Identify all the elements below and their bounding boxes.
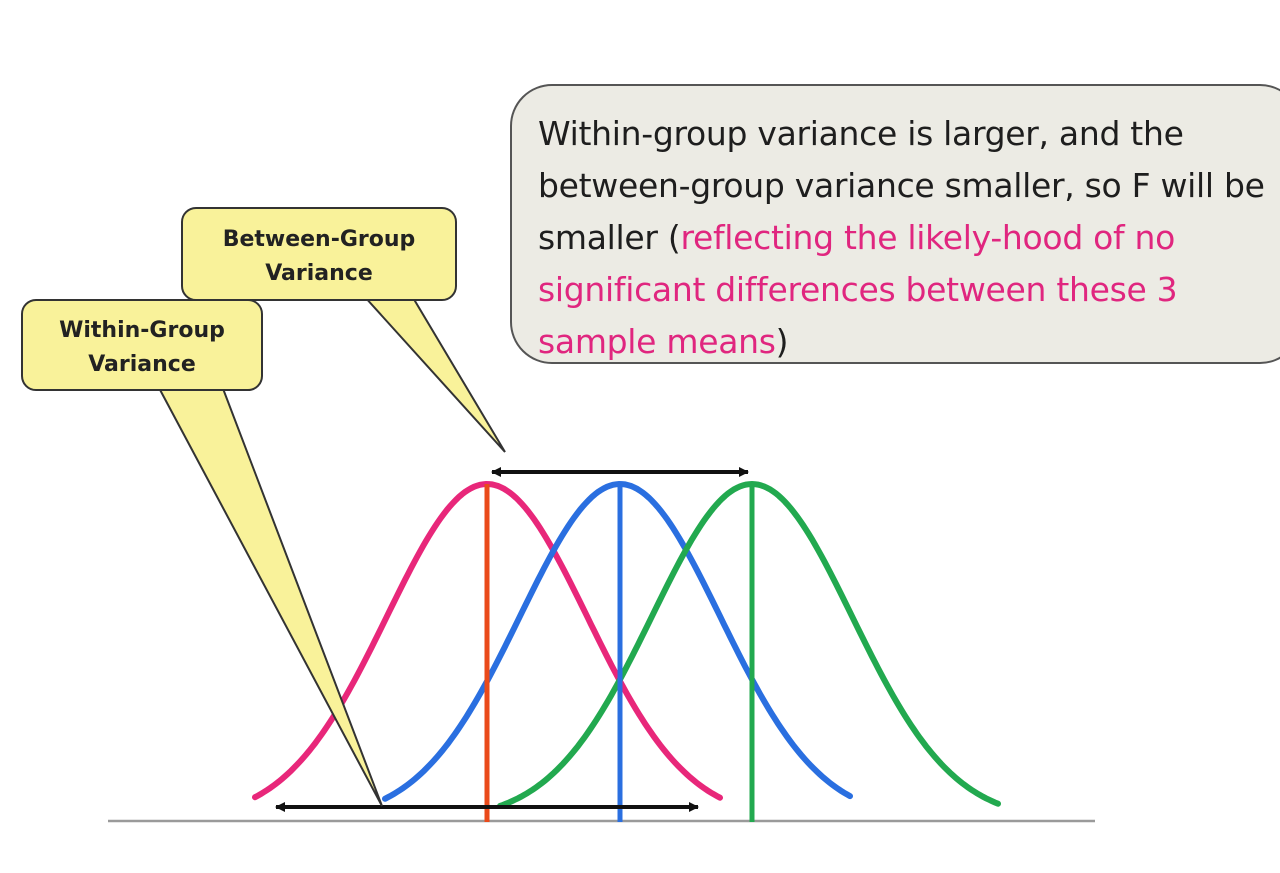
between-group-callout: Between-Group Variance bbox=[181, 207, 506, 453]
note-text-end: ) bbox=[775, 322, 789, 361]
between-group-callout-box bbox=[181, 207, 457, 301]
between-group-label-line2: Variance bbox=[265, 261, 373, 286]
within-group-label-line2: Variance bbox=[88, 352, 196, 377]
within-group-callout-box bbox=[21, 299, 263, 391]
note-text: Within-group variance is larger, and the… bbox=[538, 114, 1265, 257]
distribution-curve-3 bbox=[497, 480, 1001, 809]
within-group-label-line1: Within-Group bbox=[59, 318, 225, 343]
within-group-callout-tail bbox=[156, 385, 383, 807]
between-group-callout-tail bbox=[361, 295, 506, 453]
note-highlight: reflecting the likely-hood of no signifi… bbox=[538, 218, 1178, 361]
explanation-note: Within-group variance is larger, and the… bbox=[510, 84, 1280, 364]
between-group-label-line1: Between-Group bbox=[223, 227, 416, 252]
within-group-callout: Within-Group Variance bbox=[21, 299, 383, 807]
